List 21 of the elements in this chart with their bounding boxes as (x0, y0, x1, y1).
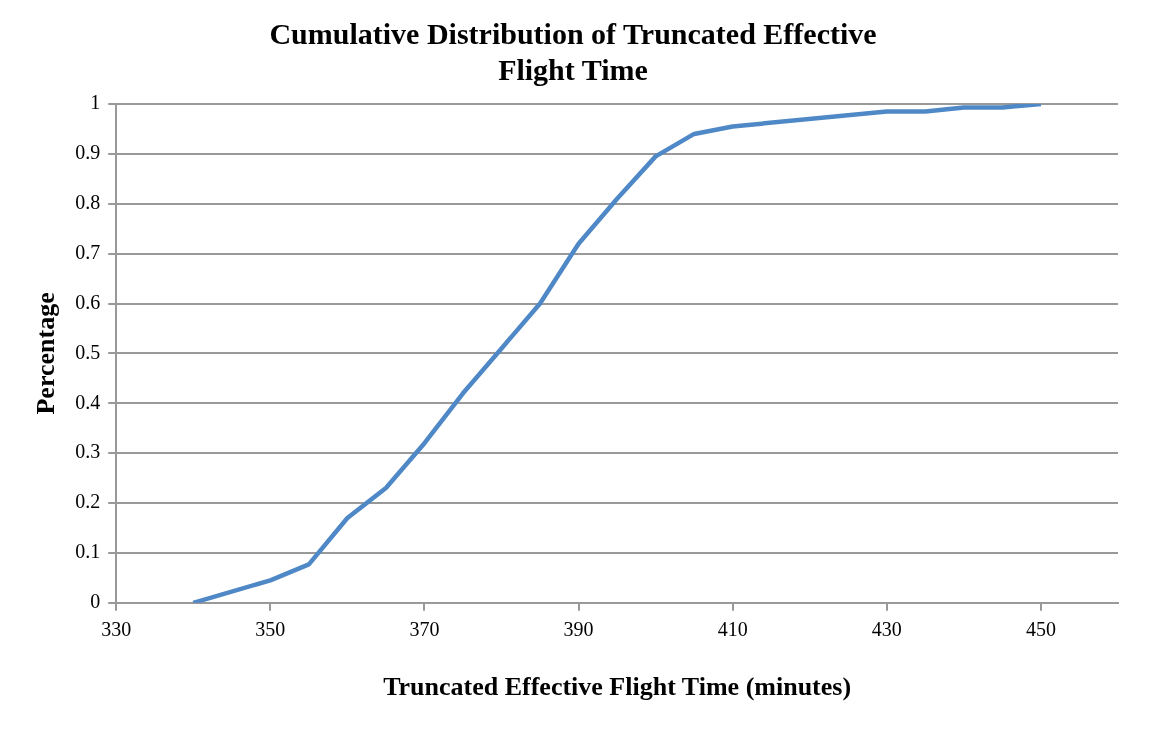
x-tick-label: 330 (101, 618, 132, 641)
x-tick-label: 390 (563, 618, 594, 641)
x-tick-label: 370 (409, 618, 440, 641)
y-tick-label: 0.4 (75, 390, 101, 413)
y-tick-label: 0.9 (75, 141, 101, 164)
y-tick-label: 0.3 (75, 440, 101, 463)
y-axis-title: Percentage (31, 292, 61, 415)
y-tick-label: 0 (90, 590, 101, 613)
y-tick-label: 0.7 (75, 240, 101, 263)
y-tick-label: 0.5 (75, 340, 101, 363)
y-tick-label: 0.1 (75, 540, 101, 563)
y-tick-label: 0.6 (75, 290, 101, 313)
y-tick-label: 0.8 (75, 191, 101, 214)
x-tick-label: 450 (1025, 618, 1056, 641)
x-tick-label: 430 (871, 618, 902, 641)
y-tick-label: 1 (90, 91, 101, 114)
y-tick-label: 0.2 (75, 490, 101, 513)
x-tick-label: 350 (255, 618, 286, 641)
x-axis-title: Truncated Effective Flight Time (minutes) (383, 672, 852, 702)
x-tick-label: 410 (717, 618, 748, 641)
chart-title: Cumulative Distribution of Truncated Effective Flight Time (269, 16, 877, 86)
